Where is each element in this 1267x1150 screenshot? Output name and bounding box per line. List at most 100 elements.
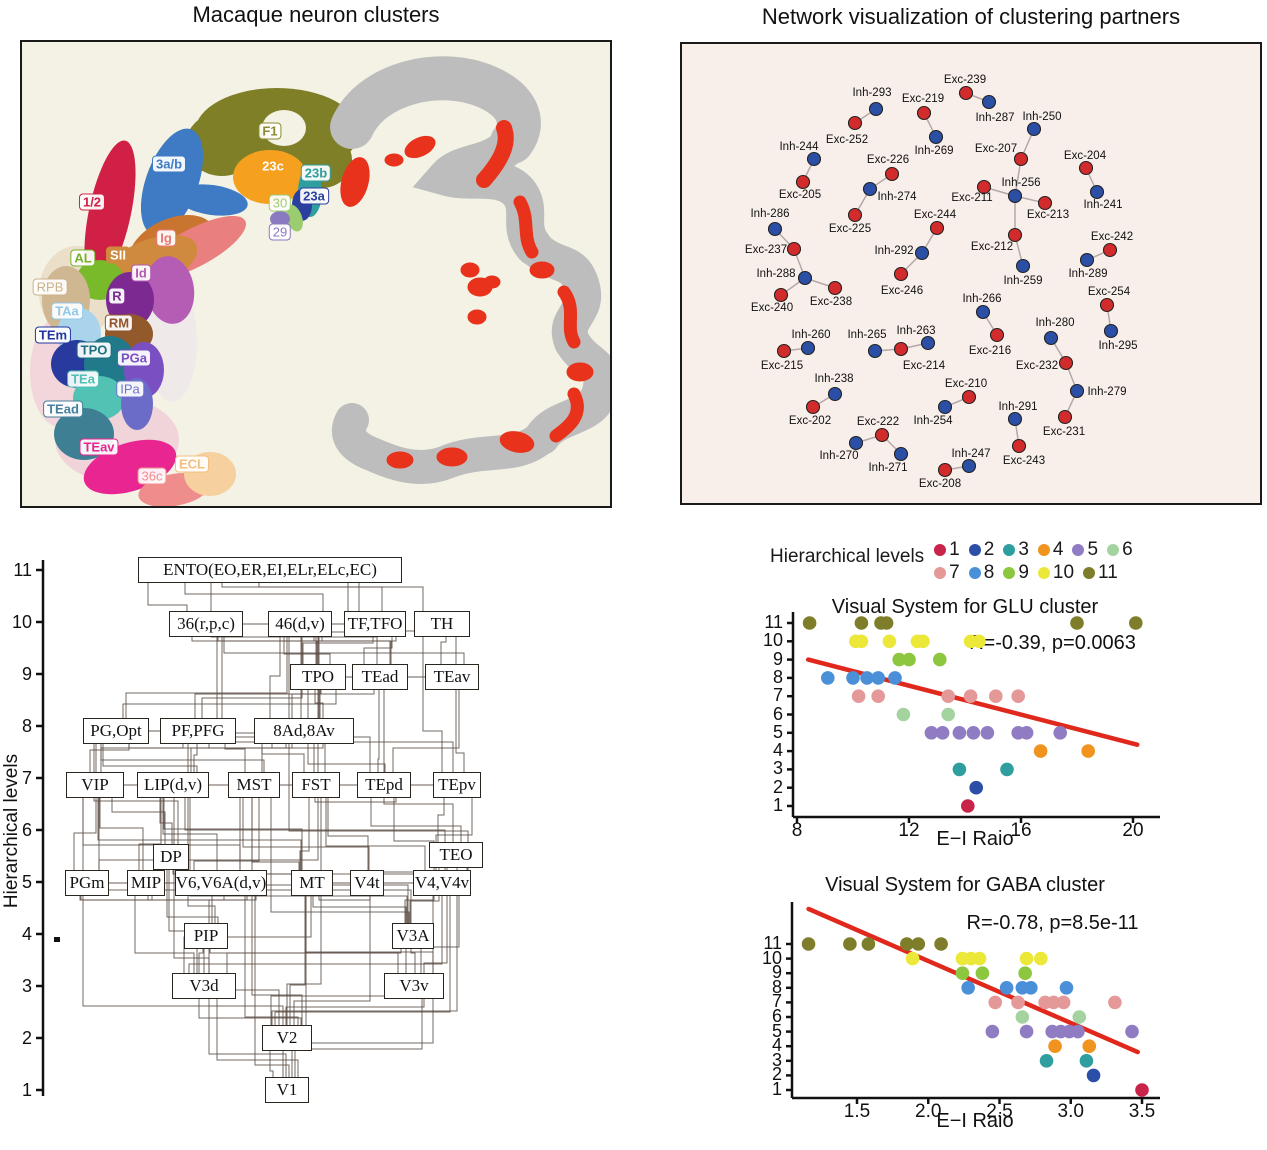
node-label-exc-243: Exc-243 — [1002, 455, 1046, 467]
node-label-exc-205: Exc-205 — [778, 189, 822, 201]
inhibitory-node-inh-279 — [1069, 383, 1085, 399]
inhibitory-node-inh-254 — [937, 399, 953, 415]
node-label-inh-287: Inh-287 — [975, 112, 1015, 124]
excitatory-node-exc-237 — [786, 241, 802, 257]
node-label-exc-207: Exc-207 — [974, 143, 1018, 155]
node-label-inh-280: Inh-280 — [1035, 317, 1075, 329]
glu-title: Visual System for GLU cluster — [831, 596, 1099, 618]
excitatory-node-exc-239 — [958, 85, 974, 101]
hierarchy-diagram: Hierarchical levels 1 2 3 4 5 6 7 8 9 10 11 ENTO(E… — [0, 540, 680, 1150]
brain-panel: F1 3a/b 1/2 23c 23b 23a 30 29 Ig SII AL Id RPB R TAa RM… — [20, 40, 612, 508]
excitatory-node-exc-242 — [1102, 242, 1118, 258]
area-box-pfpfg: PF,PFG — [160, 718, 236, 744]
data-point-level-3 — [1039, 1054, 1054, 1068]
legend-value-1: 1 — [949, 538, 960, 560]
y-tick-label-2: 2 — [772, 776, 783, 797]
brain-region-label-teav: TEav — [79, 438, 119, 456]
node-label-exc-240: Exc-240 — [750, 302, 794, 314]
node-label-exc-210: Exc-210 — [944, 378, 988, 390]
excitatory-node-exc-210 — [961, 389, 977, 405]
data-point-level-8 — [888, 671, 902, 685]
x-tick-label-3.0: 3.0 — [1057, 1101, 1084, 1122]
legend-dot-10 — [1037, 566, 1050, 579]
legend-value-10: 10 — [1052, 561, 1075, 583]
data-point-level-6 — [896, 707, 911, 722]
excitatory-node-exc-243 — [1011, 438, 1027, 454]
brain-region-label-29: 29 — [268, 223, 292, 241]
data-point-level-7 — [941, 689, 955, 703]
data-point-level-10 — [1034, 951, 1048, 966]
brain-region-label-23b: 23b — [300, 164, 332, 182]
node-label-inh-269: Inh-269 — [914, 145, 954, 157]
legend-dot-7 — [934, 566, 947, 579]
node-label-exc-238: Exc-238 — [809, 296, 853, 308]
legend-value-9: 9 — [1018, 561, 1029, 583]
node-label-inh-241: Inh-241 — [1083, 199, 1123, 211]
legend-value-7: 7 — [949, 561, 960, 583]
data-point-level-7 — [1108, 995, 1122, 1010]
excitatory-node-exc-219 — [916, 105, 932, 121]
area-box-fst: FST — [292, 772, 340, 798]
node-label-inh-259: Inh-259 — [1003, 275, 1043, 287]
hierarchy-tick-8: 8 — [21, 716, 32, 736]
area-box-pgm: PGm — [65, 870, 109, 896]
node-label-exc-246: Exc-246 — [880, 285, 924, 297]
data-point-level-10 — [905, 951, 920, 966]
brain-region-label-tead: TEad — [43, 400, 83, 418]
y-tick-label-4: 4 — [771, 1035, 782, 1056]
network-panel: Inh-293 Exc-252 Exc-219 Inh-269 Exc-239 Inh-2… — [680, 42, 1262, 505]
data-point-level-9 — [892, 652, 906, 667]
y-tick-label-7: 7 — [771, 991, 782, 1012]
data-point-level-6 — [1072, 1010, 1087, 1024]
data-point-level-5 — [1053, 726, 1067, 740]
legend-dot-2 — [968, 543, 981, 556]
area-box-tepd: TEpd — [357, 772, 411, 798]
hierarchical-levels-legend: Hierarchical levels 1 2 3 4 5 6 7 8 9 10 11 — [748, 538, 1263, 584]
legend-dot-6 — [1107, 543, 1120, 556]
brain-region-label-23c: 23c — [258, 157, 288, 175]
inhibitory-node-inh-289 — [1079, 252, 1095, 268]
area-box-v3a: V3A — [392, 923, 434, 949]
inhibitory-node-inh-280 — [1043, 330, 1059, 346]
inhibitory-node-inh-247 — [961, 458, 977, 474]
area-box-pgopt: PG,Opt — [83, 718, 149, 744]
hierarchy-tick-9: 9 — [21, 664, 32, 684]
data-point-level-11 — [1129, 616, 1143, 630]
x-tick-label-2.5: 2.5 — [986, 1101, 1013, 1122]
data-point-level-4 — [1048, 1039, 1062, 1053]
brain-region-label-tea: TEa — [67, 370, 99, 388]
network-panel-title: Network visualization of clustering part… — [761, 4, 1181, 29]
data-point-level-10 — [854, 634, 869, 649]
legend-dot-5 — [1072, 543, 1085, 556]
data-point-level-11 — [900, 937, 914, 951]
excitatory-node-exc-238 — [827, 280, 843, 296]
area-box-46: 46(d,v) — [268, 611, 332, 637]
excitatory-node-exc-225 — [847, 207, 863, 223]
node-label-inh-288: Inh-288 — [756, 268, 796, 280]
area-box-v3v: V3v — [384, 973, 444, 999]
y-tick-label-8: 8 — [771, 976, 782, 997]
y-tick-label-9: 9 — [771, 962, 782, 983]
excitatory-node-exc-231 — [1057, 409, 1073, 425]
node-label-inh-293: Inh-293 — [852, 87, 892, 99]
x-tick-label-1.5: 1.5 — [843, 1101, 871, 1122]
legend-value-6: 6 — [1122, 538, 1133, 560]
x-tick-label-2.0: 2.0 — [915, 1101, 942, 1122]
excitatory-node-exc-215 — [776, 343, 792, 359]
data-point-level-5 — [1125, 1024, 1139, 1039]
data-point-level-7 — [989, 689, 1003, 703]
area-box-tead: TEad — [352, 664, 408, 690]
area-box-v4t: V4t — [350, 870, 384, 896]
data-point-level-4 — [1082, 1039, 1097, 1053]
area-box-teo: TEO — [429, 842, 483, 868]
brain-region-label-taa: TAa — [51, 302, 83, 320]
data-point-level-7 — [988, 995, 1003, 1010]
data-point-level-10 — [972, 634, 986, 649]
data-point-level-4 — [1033, 744, 1048, 758]
area-box-tepv: TEpv — [433, 772, 481, 798]
legend-dot-11 — [1083, 566, 1096, 579]
y-tick-label-3: 3 — [772, 758, 783, 779]
legend-dot-3 — [1003, 543, 1016, 556]
excitatory-node-exc-254 — [1099, 297, 1115, 313]
legend-value-8: 8 — [983, 561, 995, 583]
